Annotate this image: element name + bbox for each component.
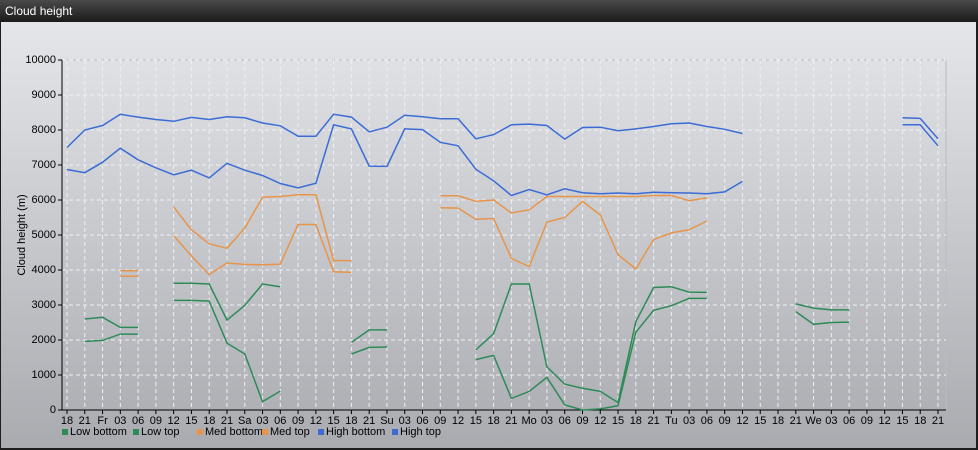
x-tick-label: 03 [541,415,553,427]
y-tick-label: 9000 [32,89,56,101]
x-tick-label: 18 [345,415,357,427]
widget-title: Cloud height [0,0,978,22]
x-tick-label: 06 [274,415,286,427]
x-tick-label: 06 [701,415,713,427]
legend-marker [62,429,68,435]
x-tick-label: 12 [168,415,180,427]
x-tick-label: 15 [185,415,197,427]
legend-marker [392,429,398,435]
x-tick-label: Tu [665,415,677,427]
x-tick-label: 21 [221,415,233,427]
series-line [120,194,708,272]
legend-marker [197,429,203,435]
x-tick-label: 03 [825,415,837,427]
x-tick-label: We [805,415,821,427]
x-tick-label: 03 [256,415,268,427]
x-tick-label: 09 [434,415,446,427]
y-tick-label: 1000 [32,369,56,381]
legend-label: High top [400,426,441,438]
x-tick-label: 18 [772,415,784,427]
x-tick-label: Mo [522,415,537,427]
x-tick-label: 15 [754,415,766,427]
legend-label: Med bottom [205,426,263,438]
x-tick-label: 06 [132,415,144,427]
x-tick-label: 18 [203,415,215,427]
y-tick-label: 3000 [32,299,56,311]
x-tick-label: 15 [612,415,624,427]
y-tick-label: 8000 [32,124,56,136]
x-tick-label: 03 [114,415,126,427]
y-tick-label: 10000 [25,54,56,66]
x-tick-label: 18 [487,415,499,427]
x-tick-label: 15 [328,415,340,427]
y-tick-label: 7000 [32,159,56,171]
x-tick-label: 09 [576,415,588,427]
series-line [84,297,850,411]
x-tick-label: 09 [861,415,873,427]
y-axis-title: Cloud height (m) [16,194,28,275]
legend-label: High bottom [326,426,385,438]
x-tick-label: 12 [310,415,322,427]
y-tick-label: 5000 [32,229,56,241]
y-tick-label: 0 [50,404,56,416]
x-tick-label: 06 [416,415,428,427]
x-tick-label: 12 [736,415,748,427]
y-tick-label: 4000 [32,264,56,276]
x-tick-label: 09 [719,415,731,427]
x-tick-label: 12 [879,415,891,427]
x-tick-label: 12 [452,415,464,427]
y-tick-label: 6000 [32,194,56,206]
series-line [84,282,850,404]
legend-marker [262,429,268,435]
x-tick-label: 06 [843,415,855,427]
x-tick-label: 06 [559,415,571,427]
chart: Cloud height (m) 18 21 Fr 03 06 09 12 15 18 21 Sa 0… [1,22,976,448]
x-tick-label: 21 [932,415,944,427]
legend-marker [318,429,324,435]
x-tick-label: 03 [399,415,411,427]
x-tick-label: 21 [79,415,91,427]
series-line [120,200,708,278]
x-tick-label: 12 [594,415,606,427]
x-tick-label: 09 [150,415,162,427]
legend-label: Med top [270,426,310,438]
x-tick-label: 09 [292,415,304,427]
x-tick-label: 18 [630,415,642,427]
y-tick-label: 2000 [32,334,56,346]
x-tick-label: 15 [470,415,482,427]
x-tick-label: 21 [790,415,802,427]
x-tick-label: 03 [683,415,695,427]
x-tick-label: 18 [61,415,73,427]
legend-label: Low bottom [70,426,127,438]
x-tick-label: 21 [505,415,517,427]
x-tick-label: Sa [238,415,252,427]
legend-label: Low top [141,426,180,438]
x-tick-label: Su [380,415,393,427]
x-tick-label: 18 [914,415,926,427]
x-tick-label: 21 [363,415,375,427]
series-line [66,123,939,197]
x-tick-label: 21 [647,415,659,427]
series-line [66,113,939,149]
x-tick-label: Fr [97,415,108,427]
legend-marker [133,429,139,435]
x-tick-label: 15 [896,415,908,427]
